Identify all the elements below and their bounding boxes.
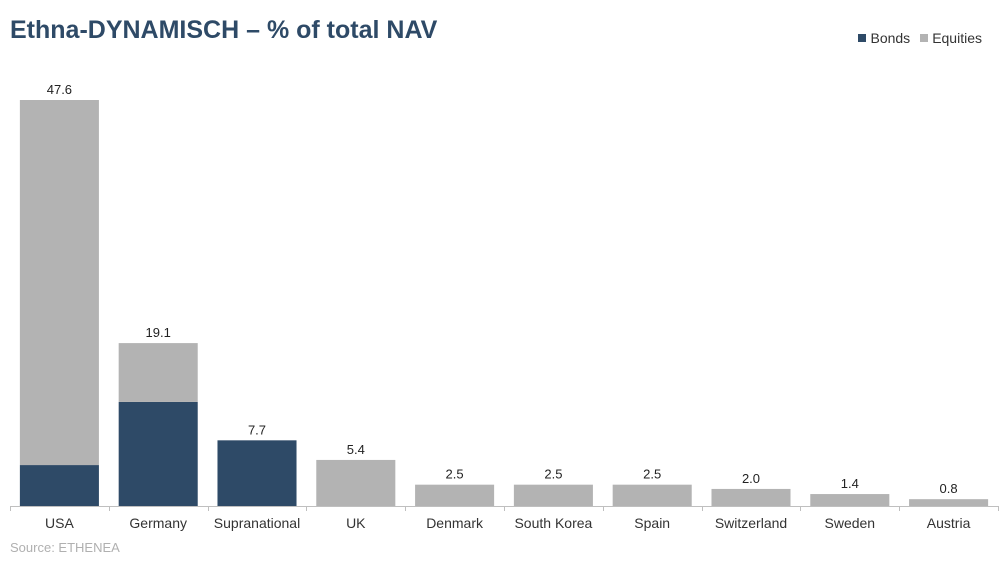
data-label: 47.6 xyxy=(47,82,72,97)
legend-item-bonds: Bonds xyxy=(858,30,910,46)
data-label: 19.1 xyxy=(146,325,171,340)
legend-label-bonds: Bonds xyxy=(870,30,911,46)
bar-bonds-usa xyxy=(19,465,99,506)
bar-equities-sweden xyxy=(810,494,890,506)
legend-swatch-bonds xyxy=(858,34,867,42)
data-label: 2.5 xyxy=(643,467,661,482)
bar-equities-switzerland xyxy=(711,488,791,506)
x-tick-label: Switzerland xyxy=(715,515,787,531)
x-tick-label: Germany xyxy=(129,515,187,531)
x-tick-label: South Korea xyxy=(514,515,592,531)
x-tick-label: Denmark xyxy=(426,515,484,531)
legend-item-equities: Equities xyxy=(920,30,982,46)
bar-equities-usa xyxy=(19,100,99,466)
chart-legend: Bonds Equities xyxy=(858,30,982,46)
bar-bonds-germany xyxy=(118,401,198,506)
data-label: 7.7 xyxy=(248,422,266,437)
bar-equities-denmark xyxy=(415,484,495,506)
data-label: 2.0 xyxy=(742,471,760,486)
bar-equities-south-korea xyxy=(513,484,593,506)
bar-equities-germany xyxy=(118,343,198,402)
bar-equities-uk xyxy=(316,459,396,506)
bar-equities-austria xyxy=(909,499,989,506)
bar-equities-spain xyxy=(612,484,692,506)
data-label: 1.4 xyxy=(841,476,859,491)
x-tick-label: USA xyxy=(45,515,74,531)
data-label: 2.5 xyxy=(544,467,562,482)
legend-label-equities: Equities xyxy=(932,30,982,46)
x-tick-label: UK xyxy=(346,515,366,531)
x-tick-label: Supranational xyxy=(214,515,300,531)
x-tick-label: Austria xyxy=(927,515,971,531)
x-tick-label: Sweden xyxy=(825,515,876,531)
chart-title: Ethna-DYNAMISCH – % of total NAV xyxy=(10,16,438,44)
source-note: Source: ETHENEA xyxy=(10,540,120,555)
data-label: 2.5 xyxy=(446,467,464,482)
bar-bonds-supranational xyxy=(217,440,297,506)
x-tick-label: Spain xyxy=(634,515,670,531)
data-label: 5.4 xyxy=(347,442,365,457)
data-label: 0.8 xyxy=(940,481,958,496)
legend-swatch-equities xyxy=(920,34,929,42)
